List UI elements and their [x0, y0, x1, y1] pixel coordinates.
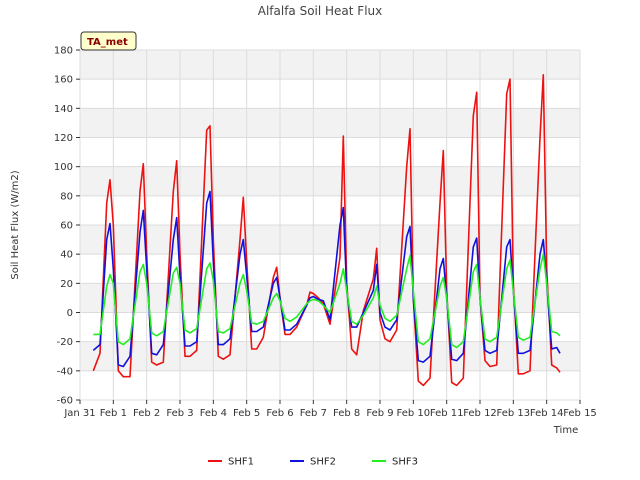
- y-tick-label: 40: [60, 250, 73, 261]
- y-tick-label: 80: [60, 191, 73, 202]
- legend-item-shf2: SHF2: [290, 457, 336, 468]
- x-tick-label: Feb 2: [133, 408, 160, 419]
- y-tick-label: 160: [54, 75, 73, 86]
- x-tick-label: Feb 11: [430, 408, 464, 419]
- x-tick-label: Feb 7: [300, 408, 327, 419]
- plot-band: [80, 50, 580, 80]
- y-tick-label: 180: [54, 46, 73, 57]
- x-tick-label: Feb 12: [463, 408, 497, 419]
- x-tick-label: Feb 6: [266, 408, 293, 419]
- x-tick-label: Feb 13: [497, 408, 531, 419]
- y-tick-label: 0: [67, 308, 73, 319]
- legend-label: SHF2: [310, 457, 336, 468]
- chart-title: Alfalfa Soil Heat Flux: [258, 4, 383, 18]
- site-badge-label: TA_met: [87, 37, 128, 48]
- y-tick-label: -60: [57, 396, 73, 407]
- x-tick-label: Feb 15: [563, 408, 597, 419]
- y-axis-label: Soil Heat Flux (W/m2): [10, 170, 21, 279]
- series-lines: [92, 74, 561, 387]
- y-tick-label: 60: [60, 221, 73, 232]
- x-tick-label: Jan 31: [63, 408, 95, 419]
- site-badge: TA_met: [80, 31, 137, 51]
- x-axis: Jan 31 Feb 1 Feb 2 Feb 3 Feb 4 Feb 5 Feb 6 Feb …: [63, 400, 597, 419]
- site-badge-box: [80, 31, 137, 51]
- y-tick-label: 120: [54, 133, 73, 144]
- plot-band: [80, 166, 580, 196]
- plot-band: [80, 108, 580, 138]
- legend-label: SHF1: [228, 457, 254, 468]
- x-axis-label: Time: [553, 425, 578, 436]
- legend-item-shf3: SHF3: [372, 457, 418, 468]
- legend-label: SHF3: [392, 457, 418, 468]
- y-tick-label: 140: [54, 104, 73, 115]
- x-tick-label: Feb 10: [397, 408, 431, 419]
- x-tick-label: Feb 9: [366, 408, 393, 419]
- x-tick-label: Feb 4: [200, 408, 227, 419]
- y-tick-label: -40: [57, 366, 73, 377]
- plot-band: [80, 225, 580, 255]
- y-tick-label: 20: [60, 279, 73, 290]
- plot-band: [80, 283, 580, 313]
- series-line-shf1: [92, 74, 561, 387]
- x-tick-label: Feb 3: [166, 408, 193, 419]
- x-tick-label: Feb 8: [333, 408, 360, 419]
- series-line-shf2: [92, 190, 561, 368]
- x-tick-label: Feb 5: [233, 408, 260, 419]
- x-tick-label: Feb 14: [530, 408, 564, 419]
- legend-item-shf1: SHF1: [208, 457, 254, 468]
- legend: SHF1 SHF2 SHF3: [208, 457, 418, 468]
- y-tick-label: 100: [54, 162, 73, 173]
- series-line-shf3: [93, 253, 561, 349]
- y-tick-label: -20: [57, 337, 73, 348]
- y-axis: -60 -40 -20 0 20 40 60 80 100 120 140 160 180: [54, 46, 80, 407]
- x-tick-label: Feb 1: [100, 408, 127, 419]
- plot-band: [80, 341, 580, 371]
